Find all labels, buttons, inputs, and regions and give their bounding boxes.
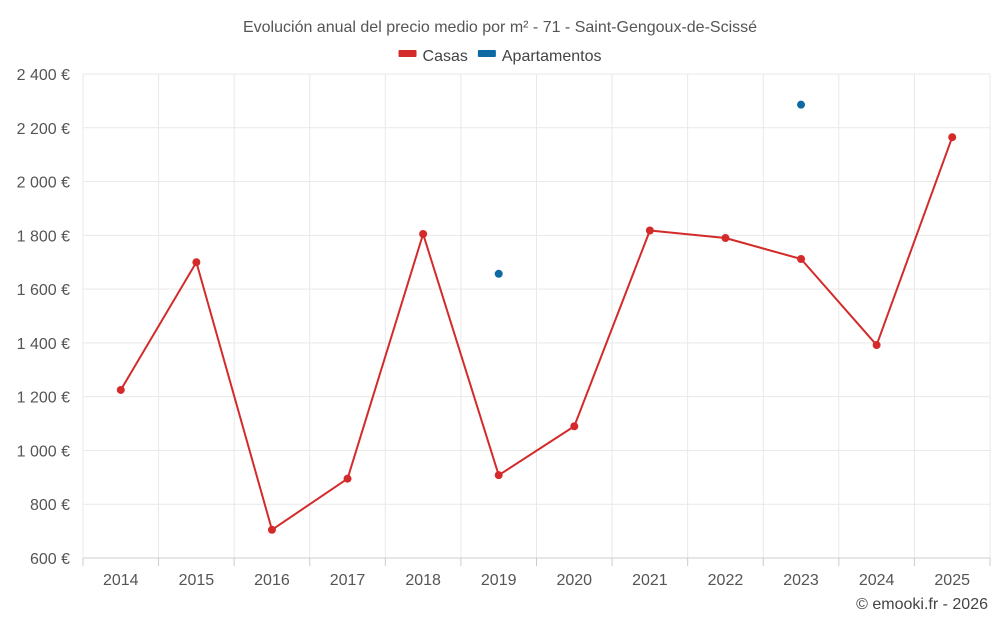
- data-point-casas-2015[interactable]: [192, 258, 201, 267]
- y-tick-label: 1 600 €: [17, 282, 70, 299]
- legend-swatch[interactable]: [398, 50, 417, 57]
- series-layer: [116, 100, 957, 534]
- y-tick-label: 800 €: [30, 497, 70, 514]
- data-point-casas-2022[interactable]: [721, 234, 730, 243]
- series-casas: [116, 133, 957, 534]
- legend-label: Apartamentos: [502, 48, 602, 65]
- x-tick-label: 2020: [556, 572, 592, 589]
- data-point-casas-2021[interactable]: [645, 226, 654, 235]
- credit-text: © emooki.fr - 2026: [856, 596, 988, 613]
- data-point-apartamentos-2023[interactable]: [797, 100, 806, 109]
- x-tick-label: 2021: [632, 572, 668, 589]
- data-point-casas-2024[interactable]: [872, 341, 881, 350]
- legend-swatch[interactable]: [477, 50, 496, 57]
- y-tick-label: 2 400 €: [17, 67, 70, 84]
- data-point-casas-2016[interactable]: [267, 525, 276, 534]
- data-point-casas-2017[interactable]: [343, 474, 352, 483]
- data-point-casas-2019[interactable]: [494, 471, 503, 480]
- x-tick-label: 2014: [103, 572, 139, 589]
- x-tick-label: 2019: [481, 572, 517, 589]
- grid-lines: [82, 73, 991, 559]
- data-point-casas-2014[interactable]: [116, 385, 125, 394]
- y-tick-label: 1 400 €: [17, 336, 70, 353]
- y-tick-label: 1 000 €: [17, 443, 70, 460]
- x-tick-label: 2018: [405, 572, 441, 589]
- data-point-apartamentos-2019[interactable]: [494, 269, 503, 278]
- x-tick-label: 2023: [783, 572, 819, 589]
- data-point-casas-2025[interactable]: [948, 133, 957, 142]
- chart-title: Evolución anual del precio medio por m² …: [243, 19, 757, 36]
- data-point-casas-2018[interactable]: [419, 229, 428, 238]
- x-tick-label: 2024: [859, 572, 895, 589]
- y-axis: 600 € 800 € 1 000 € 1 200 € 1 400 € 1 600 € 1 …: [17, 67, 70, 568]
- legend: Casas Apartamentos: [398, 48, 602, 65]
- x-tick-label: 2015: [179, 572, 215, 589]
- y-tick-label: 2 200 €: [17, 121, 70, 138]
- series-apartamentos: [494, 100, 806, 278]
- legend-label: Casas: [423, 48, 468, 65]
- x-axis: 2014 2015 2016 2017 2018 2019 2020 2021 2022 2023…: [82, 557, 991, 589]
- x-tick-label: 2025: [934, 572, 970, 589]
- x-tick-label: 2022: [708, 572, 744, 589]
- y-tick-label: 1 200 €: [17, 390, 70, 407]
- y-tick-label: 2 000 €: [17, 175, 70, 192]
- data-point-casas-2023[interactable]: [797, 254, 806, 263]
- data-point-casas-2020[interactable]: [570, 422, 579, 431]
- y-tick-label: 600 €: [30, 551, 70, 568]
- y-tick-label: 1 800 €: [17, 228, 70, 245]
- x-tick-label: 2017: [330, 572, 366, 589]
- x-tick-label: 2016: [254, 572, 290, 589]
- series-line-casas: [119, 136, 954, 531]
